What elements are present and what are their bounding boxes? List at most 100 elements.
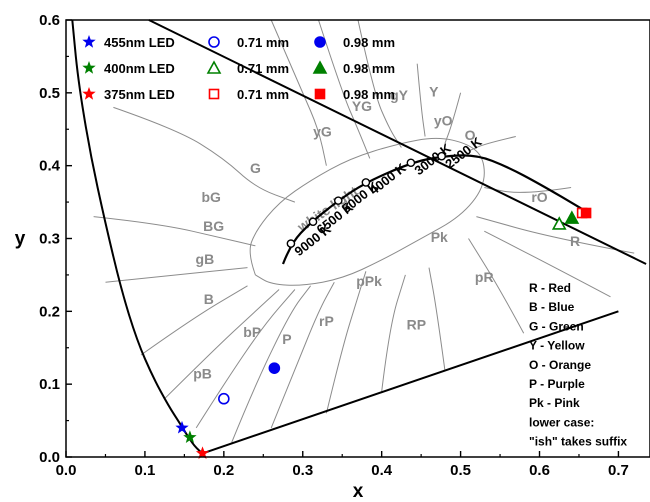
legend-filled-label-1: 0.98 mm	[343, 61, 395, 76]
y-tick-label-3: 0.3	[39, 231, 60, 248]
region-boundary-8	[93, 216, 256, 247]
plot-area	[66, 20, 650, 457]
legend-star-marker-0	[82, 35, 96, 48]
region-boundary-12	[195, 289, 296, 429]
legend-open-label-1: 0.71 mm	[237, 61, 289, 76]
region-label-gY: gY	[390, 87, 409, 103]
y-tick-label-1: 0.1	[39, 376, 60, 393]
cct-point-5000K	[333, 196, 343, 205]
y-tick-label-2: 0.2	[39, 303, 60, 320]
region-label-gB: gB	[196, 251, 215, 267]
cct-point-2500K	[437, 151, 446, 161]
axes: 0.0 0.1 0.2 0.3 0.4 0.5 0.6 0.7 0.0 0.1 0.2 0.3 0.4 0…	[15, 12, 650, 502]
region-label-pPk: pPk	[356, 273, 382, 289]
region-label-R: R	[570, 233, 580, 249]
legend-open-label-0: 0.71 mm	[237, 35, 289, 50]
data-point-5-0	[564, 210, 580, 224]
legend-open-marker-2	[208, 88, 220, 100]
region-label-yO: yO	[434, 113, 453, 129]
legend-star-label-2: 375nm LED	[104, 87, 175, 102]
legend-filled-label-0: 0.98 mm	[343, 35, 395, 50]
region-boundary-14	[270, 281, 335, 429]
region-label-bG: bG	[201, 189, 221, 205]
region-label-YG: YG	[352, 98, 372, 114]
region-label-rP: rP	[319, 313, 334, 329]
x-tick-label-2: 0.2	[213, 462, 234, 479]
y-tick-label-4: 0.4	[39, 158, 61, 175]
legend-open-marker-1	[206, 60, 222, 74]
color-key-line-3: Y - Yellow	[529, 339, 585, 353]
cct-point-3000K	[406, 158, 416, 168]
region-label-B: B	[204, 291, 214, 307]
x-tick-label-7: 0.7	[608, 462, 629, 479]
region-boundary-19	[484, 230, 611, 298]
x-tick-label-0: 0.0	[56, 462, 77, 479]
region-boundary-11	[164, 289, 280, 400]
data-point-2-0	[268, 362, 281, 374]
region-boundary-10	[140, 285, 248, 356]
legend: 455nm LED 0.71 mm 0.98 mm 400nm LED 0.71 mm 0…	[82, 35, 395, 102]
x-tick-label-5: 0.5	[450, 462, 471, 479]
color-key: R - Red B - Blue G - Green Y - Yellow O - Or…	[529, 281, 627, 449]
spectral-locus-red-edge	[148, 19, 647, 265]
color-key-line-7: lower case:	[529, 415, 594, 429]
legend-filled-label-2: 0.98 mm	[343, 87, 395, 102]
region-label-O: O	[465, 127, 476, 143]
region-label-rO: rO	[531, 189, 547, 205]
data-point-4-0	[551, 216, 567, 230]
region-label-P: P	[282, 331, 291, 347]
region-boundary-5	[444, 92, 462, 144]
line-of-purples	[202, 310, 619, 455]
legend-star-marker-2	[82, 87, 96, 100]
region-label-pB: pB	[193, 365, 212, 381]
legend-filled-marker-0	[314, 36, 326, 48]
y-tick-label-6: 0.6	[39, 12, 60, 29]
region-boundary-4	[416, 63, 426, 137]
region-boundary-9	[105, 267, 248, 283]
plot-background	[66, 20, 650, 457]
white-light-region-outline	[249, 137, 485, 286]
region-boundary-16	[381, 274, 406, 392]
region-boundary-1	[270, 19, 327, 166]
x-axis-title: x	[353, 481, 364, 502]
region-boundary-7	[484, 187, 572, 193]
legend-open-label-2: 0.71 mm	[237, 87, 289, 102]
region-boundary-13	[231, 285, 311, 443]
cct-point-9000K	[286, 239, 296, 248]
x-tick-label-4: 0.4	[371, 462, 393, 479]
region-label-bP: bP	[243, 324, 261, 340]
region-label-Pk: Pk	[431, 229, 448, 245]
color-key-line-1: B - Blue	[529, 300, 575, 314]
color-key-line-6: Pk - Pink	[529, 396, 580, 410]
y-tick-label-0: 0.0	[39, 449, 60, 466]
legend-filled-marker-2	[314, 88, 326, 100]
cct-point-6500K	[308, 217, 318, 227]
region-label-yG: yG	[313, 124, 332, 140]
region-boundary-6	[468, 136, 516, 152]
region-boundary-15	[325, 271, 367, 414]
spectral-locus	[71, 19, 647, 455]
data-point-6-0	[195, 446, 210, 459]
region-label-pR: pR	[475, 269, 494, 285]
region-boundary-3	[357, 19, 402, 148]
data-point-3-0	[183, 430, 197, 443]
legend-star-label-1: 400nm LED	[104, 61, 175, 76]
color-key-line-4: O - Orange	[529, 358, 591, 372]
region-label-RP: RP	[407, 317, 426, 333]
region-boundary-0	[113, 106, 296, 203]
x-tick-label-1: 0.1	[134, 462, 155, 479]
data-point-0-0	[175, 420, 189, 434]
data-markers	[175, 207, 592, 459]
cct-point-4000K	[361, 178, 371, 187]
legend-star-label-0: 455nm LED	[104, 35, 175, 50]
color-key-line-5: P - Purple	[529, 377, 585, 391]
legend-filled-marker-1	[312, 60, 328, 74]
y-tick-label-5: 0.5	[39, 85, 60, 102]
region-label-G: G	[250, 160, 261, 176]
region-label-Y: Y	[429, 83, 439, 99]
region-boundary-2	[318, 19, 371, 159]
color-key-line-8: "ish" takes suffix	[529, 435, 627, 449]
region-boundary-18	[468, 238, 525, 334]
legend-open-marker-0	[208, 36, 220, 48]
